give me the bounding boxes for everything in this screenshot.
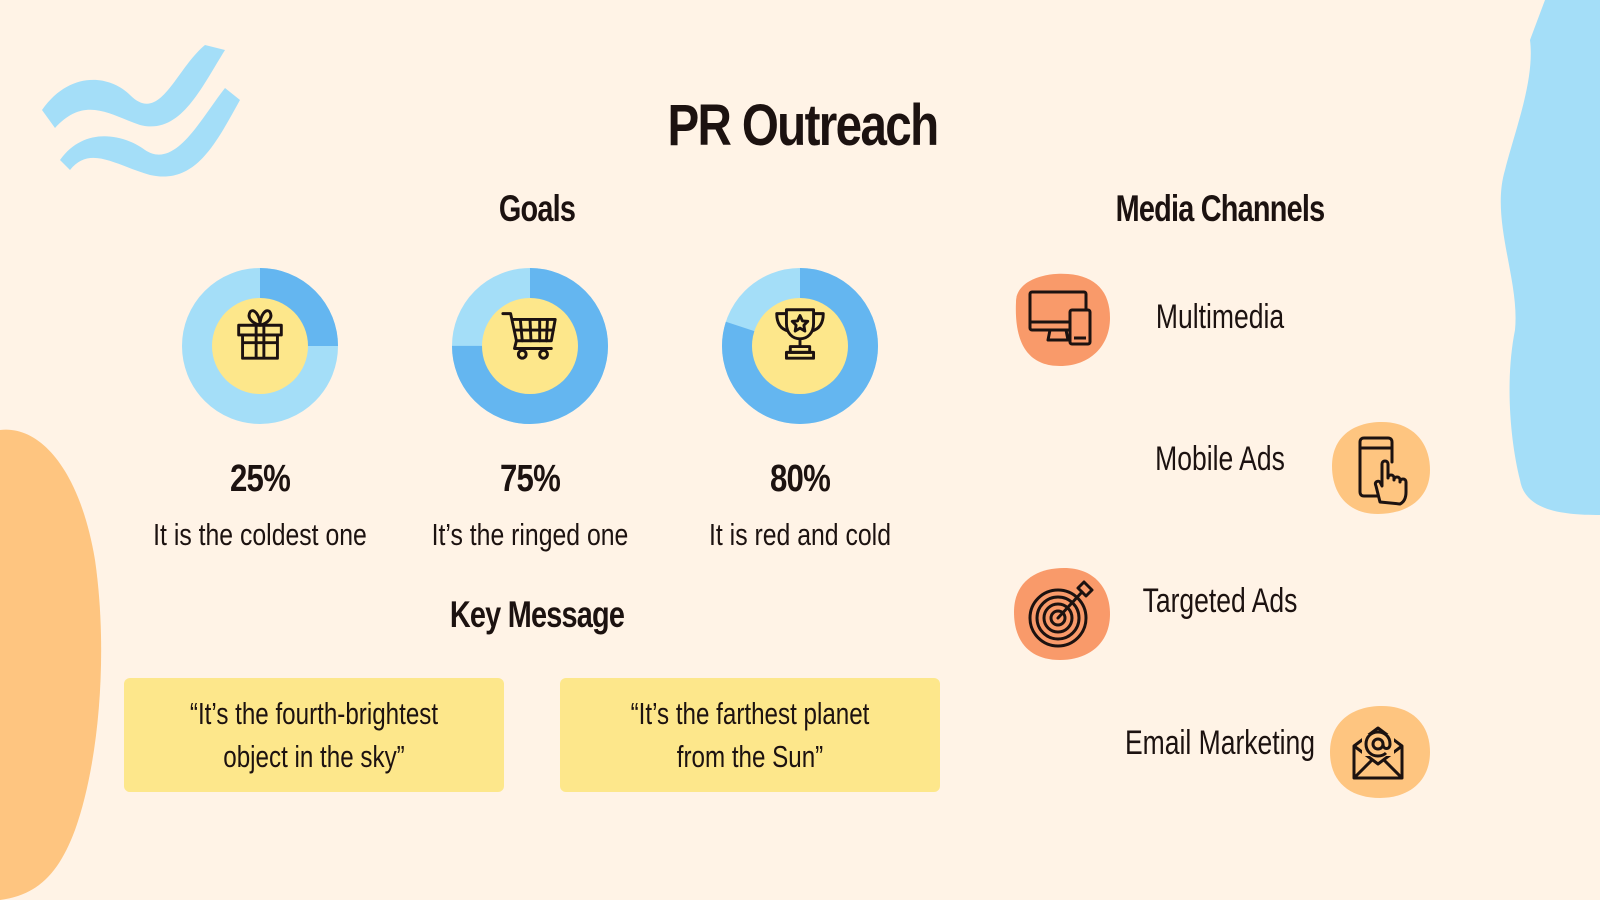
- key-message-card: “It’s the fourth-brightest object in the…: [124, 678, 504, 792]
- key-message-line: from the Sun”: [676, 739, 824, 774]
- page-title: PR Outreach: [667, 93, 939, 158]
- donut-value-arc: [722, 268, 878, 424]
- goal-description: It’s the ringed one: [431, 517, 629, 552]
- donut-center: [212, 298, 308, 394]
- blue-brush-decoration: [1500, 0, 1600, 515]
- key-message-line: “It’s the farthest planet: [630, 696, 870, 731]
- key-message-heading: Key Message: [449, 594, 625, 635]
- goal-description: It is red and cold: [709, 517, 891, 552]
- goal-item: 25% It is the coldest one: [120, 268, 400, 553]
- channel-label: Mobile Ads: [1155, 440, 1285, 478]
- goal-donut-chart: [182, 268, 338, 424]
- channel-label: Targeted Ads: [1142, 582, 1298, 620]
- goal-item: 80% It is red and cold: [660, 268, 940, 553]
- blue-wave-decoration: [60, 88, 240, 177]
- monitor-devices-icon: [1015, 273, 1110, 366]
- channel-label: Multimedia: [1155, 298, 1285, 336]
- channel-label: Email Marketing: [1124, 724, 1316, 762]
- goals-heading: Goals: [498, 188, 576, 229]
- key-message-line: object in the sky”: [223, 739, 405, 774]
- goal-description: It is the coldest one: [153, 517, 367, 552]
- trophy-icon: [775, 308, 825, 360]
- mobile-touch-icon: [1332, 422, 1430, 514]
- shopping-cart-icon: [501, 312, 557, 360]
- gift-icon: [237, 309, 283, 360]
- goal-percent: 25%: [230, 458, 291, 500]
- goal-percent: 75%: [500, 458, 561, 500]
- key-message-line: “It’s the fourth-brightest: [189, 696, 439, 731]
- donut-value-arc: [182, 268, 338, 424]
- goal-item: 75% It’s the ringed one: [390, 268, 670, 553]
- media-channels-heading: Media Channels: [1115, 188, 1326, 229]
- email-icon: [1330, 706, 1430, 798]
- target-icon: [1014, 568, 1110, 660]
- key-message-text: “It’s the farthest planet from the Sun”: [610, 692, 891, 778]
- orange-blob-decoration: [0, 429, 102, 900]
- goal-percent: 80%: [770, 458, 831, 500]
- donut-value-arc: [452, 268, 608, 424]
- key-message-card: “It’s the farthest planet from the Sun”: [560, 678, 940, 792]
- key-message-text: “It’s the fourth-brightest object in the…: [174, 692, 455, 778]
- blue-wave-decoration: [42, 45, 225, 128]
